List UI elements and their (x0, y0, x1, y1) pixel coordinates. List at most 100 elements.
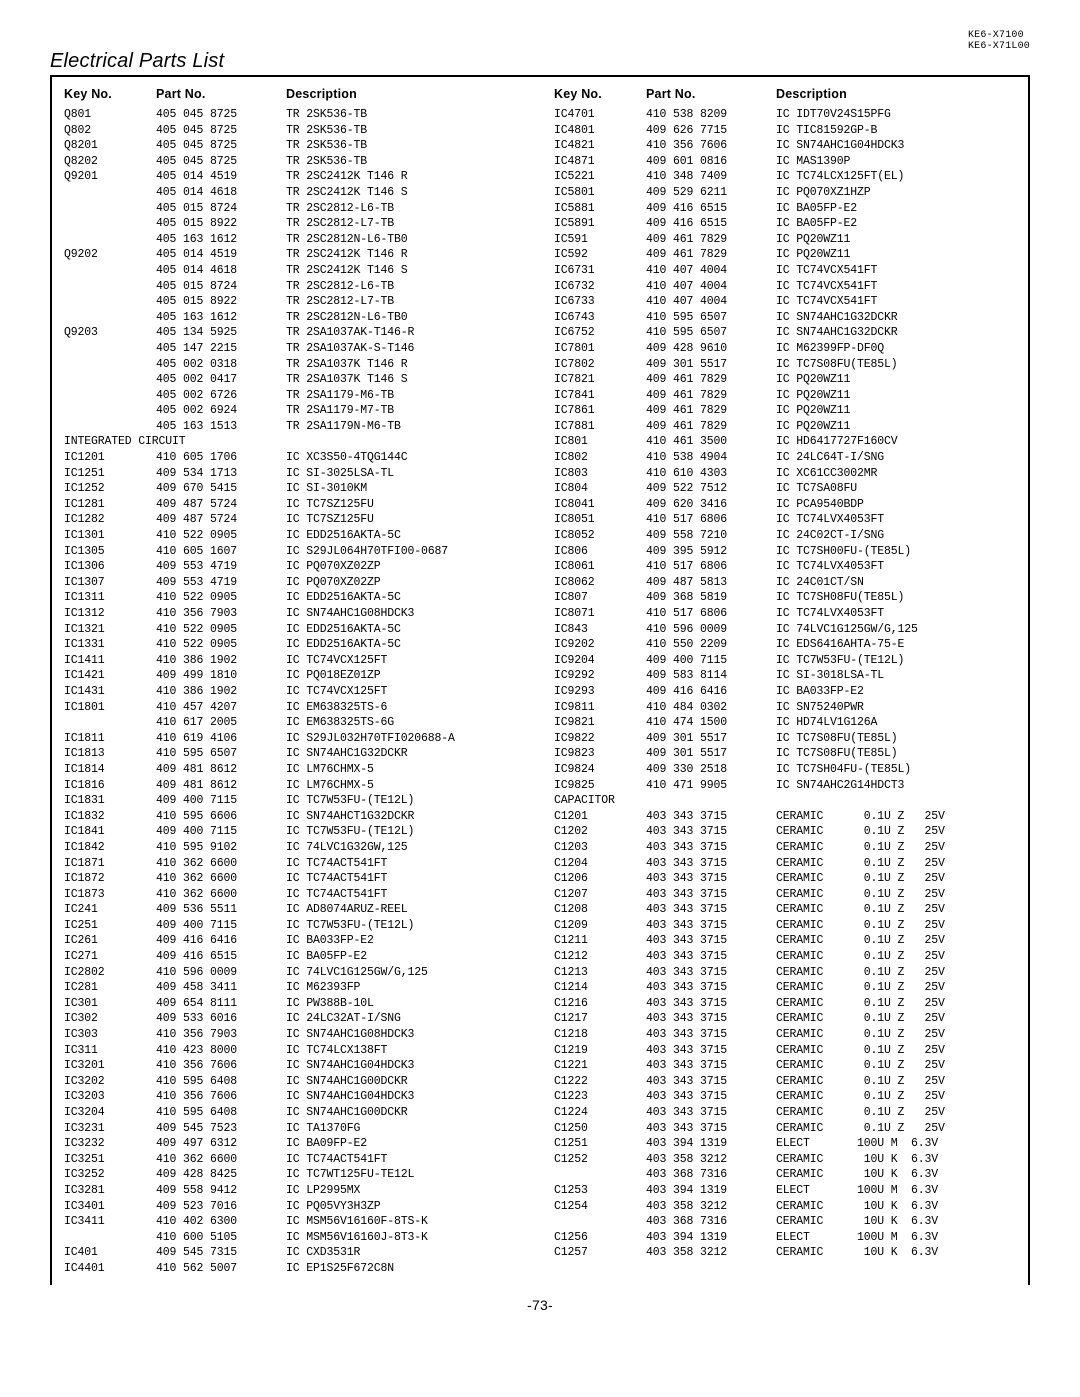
part-no: 410 610 4303 (646, 466, 776, 482)
table-row: C1251403 394 1319ELECT 100U M 6.3V (554, 1136, 1016, 1152)
part-no: 409 601 0816 (646, 154, 776, 170)
part-no: 409 487 5724 (156, 497, 286, 513)
key-no: IC7801 (554, 341, 646, 357)
table-row: IC7801409 428 9610IC M62399FP-DF0Q (554, 341, 1016, 357)
table-row: IC8071410 517 6806IC TC74LVX4053FT (554, 606, 1016, 622)
key-no: IC8051 (554, 512, 646, 528)
description: IC PQ20WZ11 (776, 372, 1016, 388)
description: IC PQ20WZ11 (776, 232, 1016, 248)
head-desc: Description (286, 87, 526, 101)
description: IC SN74AHC1G32DCKR (776, 310, 1016, 326)
table-row: IC6743410 595 6507IC SN74AHC1G32DCKR (554, 310, 1016, 326)
part-no: 403 343 3715 (646, 1121, 776, 1137)
table-row: 405 163 1612TR 2SC2812N-L6-TB0 (64, 232, 526, 248)
description: IC IDT70V24S15PFG (776, 107, 1016, 123)
description: IC SN74AHCT1G32DCKR (286, 809, 526, 825)
key-no: IC3203 (64, 1089, 156, 1105)
table-row: IC3232409 497 6312IC BA09FP-E2 (64, 1136, 526, 1152)
table-row: 405 147 2215TR 2SA1037AK-S-T146 (64, 341, 526, 357)
table-row: C1257403 358 3212CERAMIC 10U K 6.3V (554, 1245, 1016, 1261)
key-no: C1251 (554, 1136, 646, 1152)
part-no: 409 654 8111 (156, 996, 286, 1012)
description: IC TC7W53FU-(TE12L) (286, 918, 526, 934)
part-no: 410 595 6408 (156, 1074, 286, 1090)
key-no: IC3251 (64, 1152, 156, 1168)
key-no: IC592 (554, 247, 646, 263)
description: IC EP1S25F672C8N (286, 1261, 526, 1277)
table-row: C1221403 343 3715CERAMIC 0.1U Z 25V (554, 1058, 1016, 1074)
key-no: IC8061 (554, 559, 646, 575)
part-no: 403 343 3715 (646, 949, 776, 965)
part-no: 409 461 7829 (646, 419, 776, 435)
table-row: IC1801410 457 4207IC EM638325TS-6 (64, 700, 526, 716)
table-row: C1256403 394 1319ELECT 100U M 6.3V (554, 1230, 1016, 1246)
part-no: 410 407 4004 (646, 294, 776, 310)
key-no: IC8062 (554, 575, 646, 591)
table-row: IC9204409 400 7115IC TC7W53FU-(TE12L) (554, 653, 1016, 669)
description: IC TC74LVX4053FT (776, 559, 1016, 575)
description: IC 24C01CT/SN (776, 575, 1016, 591)
key-no: Q802 (64, 123, 156, 139)
description: CERAMIC 0.1U Z 25V (776, 871, 1016, 887)
key-no: C1224 (554, 1105, 646, 1121)
key-no: IC9293 (554, 684, 646, 700)
description: IC TIC81592GP-B (776, 123, 1016, 139)
part-no: 410 471 9905 (646, 778, 776, 794)
description: IC TC74ACT541FT (286, 871, 526, 887)
key-no: C1221 (554, 1058, 646, 1074)
table-row: IC592409 461 7829IC PQ20WZ11 (554, 247, 1016, 263)
key-no (64, 216, 156, 232)
key-no: IC6743 (554, 310, 646, 326)
header-models: KE6-X7100 KE6-X71L00 (50, 30, 1030, 52)
key-no (64, 294, 156, 310)
part-no: 405 134 5925 (156, 325, 286, 341)
table-row: IC7881409 461 7829IC PQ20WZ11 (554, 419, 1016, 435)
description: IC EDD2516AKTA-5C (286, 528, 526, 544)
part-no: 403 358 3212 (646, 1199, 776, 1215)
key-no: IC1421 (64, 668, 156, 684)
part-no: 403 343 3715 (646, 933, 776, 949)
description: TR 2SA1037AK-S-T146 (286, 341, 526, 357)
part-no: 409 461 7829 (646, 403, 776, 419)
part-no: 403 343 3715 (646, 824, 776, 840)
key-no (64, 403, 156, 419)
table-row: IC1312410 356 7903IC SN74AHC1G08HDCK3 (64, 606, 526, 622)
description: IC EDS6416AHTA-75-E (776, 637, 1016, 653)
table-row: IC302409 533 6016IC 24LC32AT-I/SNG (64, 1011, 526, 1027)
key-no: IC5881 (554, 201, 646, 217)
table-row: 405 014 4618TR 2SC2412K T146 S (64, 263, 526, 279)
table-row: 405 002 6924TR 2SA1179-M7-TB (64, 403, 526, 419)
part-no: 410 348 7409 (646, 169, 776, 185)
key-no: IC802 (554, 450, 646, 466)
part-no: 409 545 7315 (156, 1245, 286, 1261)
part-no: 403 368 7316 (646, 1214, 776, 1230)
key-no: IC8052 (554, 528, 646, 544)
key-no: IC3281 (64, 1183, 156, 1199)
part-no: 410 517 6806 (646, 606, 776, 622)
part-no: 410 619 4106 (156, 731, 286, 747)
key-no: IC1281 (64, 497, 156, 513)
part-no: 403 343 3715 (646, 887, 776, 903)
part-no: 403 394 1319 (646, 1230, 776, 1246)
key-no: IC1811 (64, 731, 156, 747)
table-row: Q9203405 134 5925TR 2SA1037AK-T146-R (64, 325, 526, 341)
part-no: 405 015 8922 (156, 294, 286, 310)
part-no: 410 538 4904 (646, 450, 776, 466)
description: CERAMIC 0.1U Z 25V (776, 1043, 1016, 1059)
part-no: 410 362 6600 (156, 856, 286, 872)
table-row: IC3281409 558 9412IC LP2995MX (64, 1183, 526, 1199)
part-no: 410 595 6606 (156, 809, 286, 825)
part-no: 410 474 1500 (646, 715, 776, 731)
key-no: IC3232 (64, 1136, 156, 1152)
table-row: Q801405 045 8725TR 2SK536-TB (64, 107, 526, 123)
part-no: 405 163 1513 (156, 419, 286, 435)
table-row: IC3411410 402 6300IC MSM56V16160F-8TS-K (64, 1214, 526, 1230)
description: IC S29JL064H70TFI00-0687 (286, 544, 526, 560)
table-row: IC1813410 595 6507IC SN74AHC1G32DCKR (64, 746, 526, 762)
part-no: 405 014 4519 (156, 169, 286, 185)
part-no: 409 416 6515 (646, 201, 776, 217)
table-row: IC1816409 481 8612IC LM76CHMX-5 (64, 778, 526, 794)
table-row: C1217403 343 3715CERAMIC 0.1U Z 25V (554, 1011, 1016, 1027)
part-no: 410 562 5007 (156, 1261, 286, 1277)
table-row: C1211403 343 3715CERAMIC 0.1U Z 25V (554, 933, 1016, 949)
